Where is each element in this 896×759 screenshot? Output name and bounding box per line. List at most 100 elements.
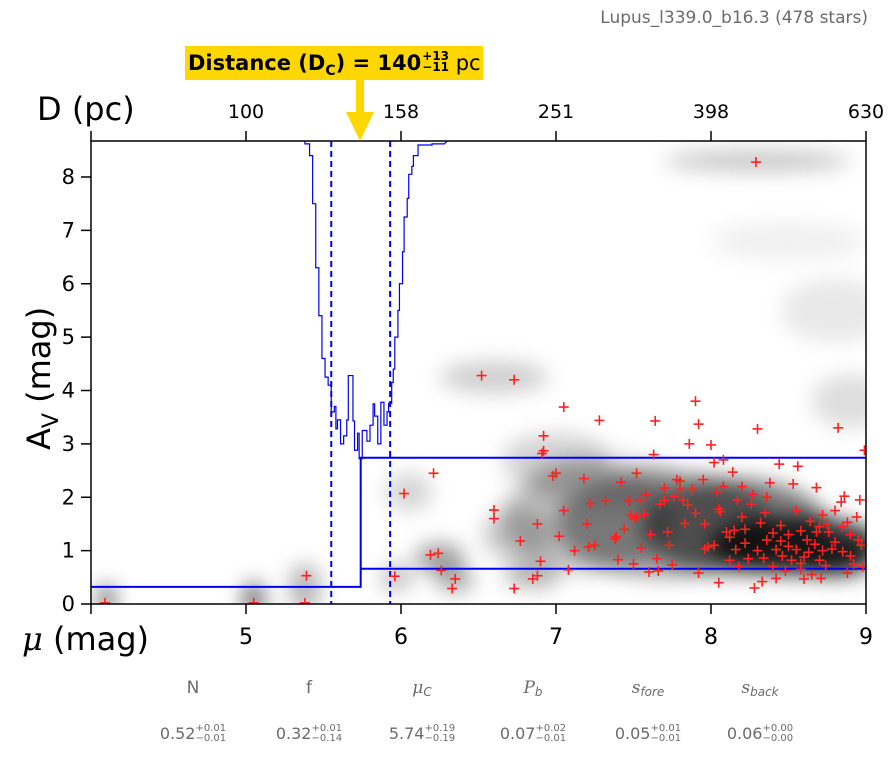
param-plus: +0.19 (424, 722, 456, 734)
star-point (299, 597, 310, 604)
param-plus: +0.01 (311, 722, 343, 734)
density-blob (439, 361, 549, 394)
callout-plus: +13 (422, 49, 450, 63)
star-point (623, 495, 634, 506)
star-point (489, 513, 499, 524)
top-tick-label: 398 (693, 101, 729, 123)
probability-curve (290, 141, 455, 460)
star-point (447, 583, 458, 594)
callout-prefix: Distance (D (188, 51, 326, 75)
star-point (733, 561, 744, 572)
star-point (662, 526, 673, 537)
star-point (799, 573, 809, 584)
star-point (678, 494, 689, 505)
star-point (760, 507, 771, 518)
param-name: P (523, 678, 535, 698)
star-point (820, 560, 831, 571)
star-point (625, 510, 636, 521)
y-axis: 0 1 2 3 4 5 6 7 8 (62, 165, 91, 616)
star-point (839, 491, 850, 502)
star-point (509, 374, 520, 385)
density-blob (711, 222, 866, 260)
star-point (428, 468, 439, 479)
param-value: 0.06 (726, 724, 763, 743)
star-points (99, 157, 866, 604)
star-point (775, 536, 786, 547)
star-point (730, 544, 741, 555)
star-point (783, 541, 794, 552)
star-point (619, 524, 630, 535)
star-point (806, 569, 817, 580)
param-name: μ (412, 678, 424, 698)
star-point (684, 438, 695, 449)
star-point (859, 445, 866, 456)
distance-callout: Distance (DC) = 140 +13 −11 pc (185, 46, 483, 80)
star-point (811, 526, 822, 537)
star-point (791, 544, 802, 555)
param-value: 0.07 (499, 724, 536, 743)
star-point (746, 499, 757, 510)
star-point (718, 481, 729, 492)
x-axis-label: μ (mag) (22, 620, 149, 658)
star-point (851, 511, 862, 522)
star-point (747, 489, 758, 500)
param-plus: +0.01 (650, 722, 682, 734)
star-point (740, 524, 751, 535)
param-minus: −0.01 (535, 732, 567, 744)
star-point (836, 497, 847, 508)
star-point (803, 547, 814, 558)
star-point (659, 483, 670, 494)
top-tick-label: 251 (538, 101, 574, 123)
star-point (837, 546, 848, 557)
star-point (644, 566, 654, 577)
star-point (551, 468, 561, 479)
star-point (436, 565, 447, 576)
star-point (811, 482, 822, 493)
star-point (737, 481, 747, 492)
y-tick-label: 1 (62, 539, 75, 563)
top-tick-label: 100 (228, 101, 264, 123)
star-point (690, 396, 701, 407)
star-point (732, 494, 743, 505)
callout-middle: ) = 140 (335, 51, 422, 75)
star-point (757, 576, 768, 587)
star-point (814, 555, 825, 566)
density-blob (664, 151, 851, 171)
top-axis: 100 158 251 398 630 (90, 101, 884, 141)
star-point (709, 457, 720, 468)
star-point (589, 540, 600, 551)
param-s-fore: sfore 0.05 +0.01 −0.01 (588, 676, 708, 744)
star-point (648, 449, 659, 460)
param-sub: C (423, 685, 432, 699)
star-point (761, 534, 772, 545)
param-plus: +0.01 (195, 722, 227, 734)
star-point (743, 553, 754, 564)
param-minus: −0.00 (762, 732, 794, 744)
param-plus: +0.02 (535, 722, 567, 734)
star-point (768, 528, 778, 539)
star-point (489, 505, 499, 516)
star-point (761, 492, 772, 503)
x-tick-label: 9 (859, 625, 873, 650)
star-point (99, 597, 110, 604)
star-point (709, 540, 720, 551)
star-point (664, 540, 675, 551)
star-point (799, 552, 809, 563)
param-minus: −0.19 (424, 732, 456, 744)
star-point (718, 454, 729, 465)
star-point (854, 494, 865, 505)
star-point (583, 541, 594, 552)
star-point (634, 494, 645, 505)
star-point (771, 544, 782, 555)
param-name: s (631, 678, 641, 698)
density-blob (385, 473, 432, 511)
density-blob (289, 563, 321, 604)
star-point (248, 597, 259, 604)
star-point (640, 489, 651, 500)
star-point (668, 491, 679, 502)
density-blob (780, 278, 866, 343)
star-point (389, 571, 400, 582)
callout-minus: −11 (422, 60, 450, 74)
distance-arrow-icon (346, 80, 374, 141)
star-point (823, 526, 834, 537)
